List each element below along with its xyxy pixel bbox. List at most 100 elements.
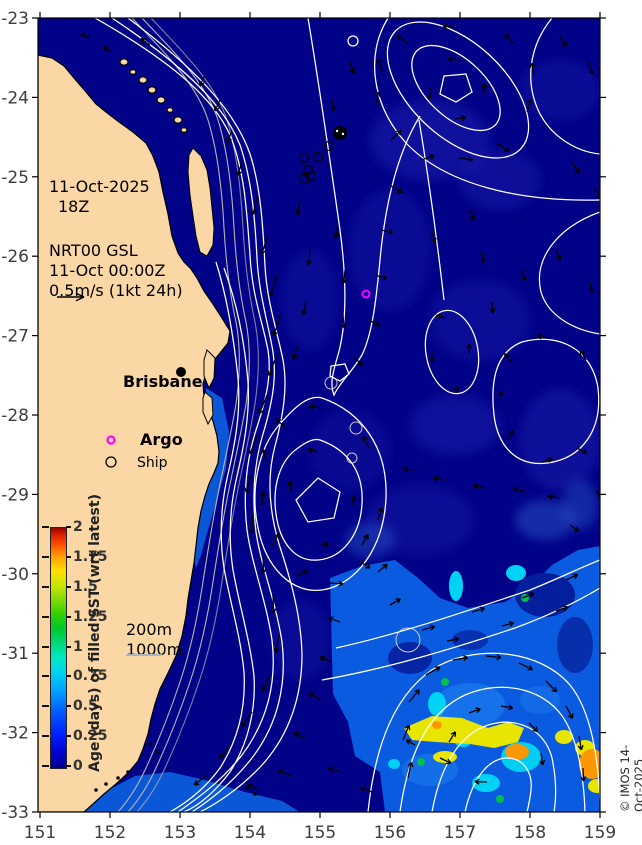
sst-age-patch (84, 772, 300, 812)
gsl-contour (335, 559, 600, 649)
current-vector (275, 418, 287, 429)
current-vector (362, 435, 370, 449)
current-vector (577, 735, 584, 751)
timestamp-hour: 18Z (58, 197, 90, 216)
current-vector (389, 598, 401, 606)
colorbar-tick-mark (42, 586, 49, 588)
coastal-rock (148, 742, 152, 746)
current-vector (452, 655, 469, 662)
islet (119, 58, 129, 66)
current-vector (432, 475, 446, 482)
current-vector (377, 563, 388, 573)
ship-cluster-dot (335, 129, 339, 133)
city-label-brisbane: Brisbane (123, 372, 203, 391)
current-vector (520, 269, 527, 282)
current-vector (193, 774, 208, 786)
current-vector (472, 483, 486, 490)
current-vector (405, 739, 416, 746)
x-axis-tick-label: 155 (304, 823, 336, 843)
current-vector (349, 61, 356, 74)
current-vector (329, 580, 344, 587)
ship-observation-marker (302, 164, 314, 176)
current-vector (458, 156, 474, 163)
colorbar-tick-mark (66, 616, 71, 618)
y-axis-tick-label: -31 (1, 644, 29, 664)
current-vector (528, 722, 539, 733)
gsl-contour (329, 363, 350, 382)
current-vector (565, 573, 579, 581)
islet (156, 96, 166, 104)
y-axis-tick-label: -30 (1, 565, 29, 585)
current-vector (260, 554, 267, 574)
current-vector (277, 768, 292, 777)
depth-1000m-label: 1000m (126, 640, 183, 659)
current-vector (301, 299, 308, 316)
current-vector (80, 32, 91, 39)
current-vector (454, 114, 467, 122)
gsl-contour (373, 18, 600, 201)
current-vector (536, 333, 549, 340)
current-vector (198, 74, 206, 87)
colorbar-tick-label: 1 (73, 639, 83, 655)
gsl-contour (464, 757, 532, 812)
island (203, 349, 216, 390)
current-vector (271, 314, 282, 337)
colorbar-tick-mark (66, 765, 71, 767)
current-vector (360, 786, 373, 793)
colorbar-tick-mark (42, 735, 49, 737)
current-vector (260, 234, 269, 255)
ocean-mottle (410, 395, 500, 455)
current-vector (565, 705, 574, 719)
colorbar-tick-mark (66, 526, 71, 528)
sst-age-patch (588, 779, 600, 793)
colorbar-tick-label: 1.75 (73, 549, 108, 565)
current-vector (213, 99, 221, 112)
gsl-contour (530, 18, 600, 155)
coastal-rock (126, 770, 130, 774)
current-vector (481, 82, 488, 95)
colorbar-tick-mark (66, 705, 71, 707)
y-axis-tick-label: -24 (1, 88, 29, 108)
current-vector-arrows (80, 23, 600, 793)
current-vector (287, 480, 294, 492)
current-vector (426, 87, 433, 100)
current-vector (390, 129, 402, 141)
current-vector (259, 491, 266, 506)
current-vector (270, 594, 277, 614)
current-vector (293, 731, 307, 741)
sst-age-patch (520, 686, 560, 714)
current-vector (226, 129, 233, 143)
y-axis-tick-label: -29 (1, 485, 29, 505)
current-vector (248, 514, 255, 534)
y-axis-tick-label: -23 (1, 9, 29, 29)
gsl-contour (183, 267, 255, 812)
current-vector (559, 34, 567, 48)
current-vector (428, 351, 435, 363)
sst-age-patch (506, 565, 526, 581)
current-vector (377, 507, 384, 521)
current-vector (474, 778, 488, 785)
current-vector (588, 281, 595, 294)
current-vector (579, 349, 587, 361)
colorbar-tick-mark (42, 646, 49, 648)
sst-age-patch (441, 678, 449, 686)
current-vector (501, 620, 515, 627)
colorbar-tick-label: 2 (73, 519, 83, 535)
current-vector (442, 23, 459, 30)
current-vector (421, 624, 436, 631)
model-name: NRT00 GSL (49, 241, 138, 260)
ocean-mottle (515, 500, 575, 540)
sst-age-patch (515, 573, 575, 617)
islet (129, 68, 137, 75)
current-vector (218, 744, 232, 760)
sst-age-patch (417, 758, 425, 766)
current-vector (526, 99, 533, 113)
sst-age-patch (388, 759, 400, 769)
current-vector (241, 711, 253, 728)
islet (173, 116, 183, 124)
legend-argo-icon (106, 435, 116, 445)
gsl-contour (439, 73, 473, 103)
current-vector (341, 269, 348, 284)
